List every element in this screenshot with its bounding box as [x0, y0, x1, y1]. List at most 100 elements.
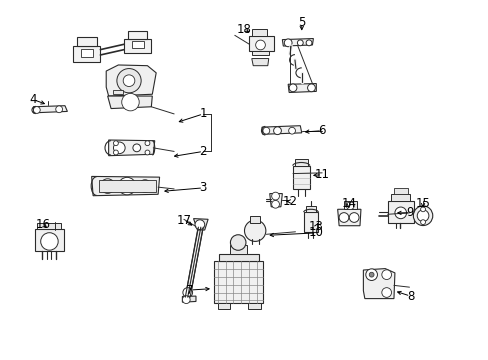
Circle shape: [113, 142, 125, 154]
Polygon shape: [106, 65, 156, 96]
Circle shape: [41, 233, 58, 250]
Circle shape: [263, 127, 269, 134]
Text: 16: 16: [36, 218, 51, 231]
Text: 11: 11: [314, 168, 329, 181]
Circle shape: [182, 296, 190, 303]
Text: 2: 2: [199, 145, 206, 158]
Bar: [99, 180, 156, 192]
Text: 15: 15: [415, 197, 429, 210]
Polygon shape: [33, 106, 67, 113]
Polygon shape: [182, 296, 196, 302]
Circle shape: [346, 202, 353, 210]
Bar: [387, 202, 413, 223]
Text: 18: 18: [237, 23, 251, 36]
Text: 13: 13: [308, 220, 323, 233]
Bar: [77, 37, 96, 46]
Polygon shape: [91, 176, 159, 196]
Bar: [295, 158, 307, 166]
Bar: [303, 212, 318, 232]
Circle shape: [195, 220, 204, 230]
Bar: [219, 254, 259, 261]
Circle shape: [381, 288, 391, 297]
Polygon shape: [193, 219, 208, 230]
Circle shape: [365, 269, 377, 280]
Bar: [344, 202, 356, 209]
Polygon shape: [337, 209, 360, 226]
Circle shape: [122, 93, 139, 111]
Text: 12: 12: [283, 195, 298, 208]
Circle shape: [123, 75, 135, 86]
Bar: [217, 303, 229, 309]
Polygon shape: [262, 126, 301, 134]
Text: 4: 4: [30, 93, 37, 106]
Polygon shape: [112, 90, 123, 94]
Circle shape: [230, 235, 245, 250]
Text: 14: 14: [341, 197, 356, 210]
Circle shape: [133, 144, 141, 152]
Polygon shape: [287, 84, 316, 93]
Text: 9: 9: [406, 206, 413, 219]
Circle shape: [368, 272, 373, 277]
Bar: [73, 46, 100, 62]
Circle shape: [271, 192, 279, 200]
Circle shape: [348, 213, 358, 222]
Bar: [37, 223, 61, 229]
Bar: [124, 39, 151, 53]
Circle shape: [273, 127, 281, 135]
Polygon shape: [363, 269, 394, 298]
Bar: [305, 206, 316, 212]
Circle shape: [305, 40, 311, 46]
Circle shape: [288, 84, 296, 92]
Bar: [252, 51, 269, 55]
Text: 8: 8: [406, 289, 413, 303]
Bar: [35, 229, 64, 251]
Text: 10: 10: [308, 226, 323, 239]
Circle shape: [255, 40, 265, 50]
Circle shape: [117, 68, 141, 93]
Bar: [249, 36, 273, 51]
Bar: [128, 31, 147, 39]
Circle shape: [416, 210, 428, 221]
Circle shape: [297, 40, 303, 46]
Circle shape: [244, 220, 265, 242]
Circle shape: [284, 39, 291, 47]
Text: 5: 5: [298, 16, 305, 29]
Bar: [252, 29, 266, 36]
Bar: [214, 261, 263, 303]
Bar: [393, 188, 407, 194]
Text: 1: 1: [199, 107, 206, 120]
Circle shape: [420, 207, 425, 212]
Ellipse shape: [412, 206, 432, 226]
Bar: [250, 216, 260, 223]
Circle shape: [145, 150, 150, 155]
Bar: [81, 49, 92, 57]
Text: 3: 3: [199, 181, 206, 194]
Circle shape: [56, 106, 62, 113]
Polygon shape: [108, 140, 154, 156]
Circle shape: [113, 141, 118, 146]
Bar: [229, 245, 246, 254]
Circle shape: [271, 201, 279, 208]
Text: 7: 7: [186, 284, 194, 297]
Polygon shape: [185, 226, 203, 297]
Circle shape: [183, 288, 192, 297]
Circle shape: [338, 213, 348, 222]
Polygon shape: [282, 39, 313, 46]
Bar: [390, 194, 409, 202]
Circle shape: [33, 107, 40, 113]
Circle shape: [381, 270, 391, 279]
Circle shape: [118, 177, 136, 195]
Bar: [292, 166, 309, 189]
Circle shape: [420, 220, 425, 225]
Circle shape: [394, 207, 406, 219]
Circle shape: [288, 127, 295, 134]
Bar: [248, 303, 260, 309]
Circle shape: [139, 180, 151, 192]
Polygon shape: [251, 59, 268, 66]
Polygon shape: [107, 96, 152, 109]
Text: 6: 6: [318, 124, 325, 137]
Bar: [132, 41, 143, 48]
Circle shape: [307, 84, 315, 92]
Circle shape: [113, 150, 118, 155]
Circle shape: [145, 141, 150, 146]
